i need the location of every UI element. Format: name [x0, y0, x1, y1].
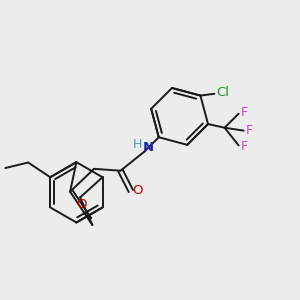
- Text: O: O: [76, 198, 87, 211]
- Text: H: H: [133, 138, 142, 151]
- Text: Cl: Cl: [216, 86, 229, 99]
- Text: F: F: [246, 124, 253, 137]
- Text: N: N: [142, 141, 154, 154]
- Text: F: F: [241, 140, 248, 153]
- Text: F: F: [241, 106, 248, 119]
- Text: O: O: [132, 184, 143, 197]
